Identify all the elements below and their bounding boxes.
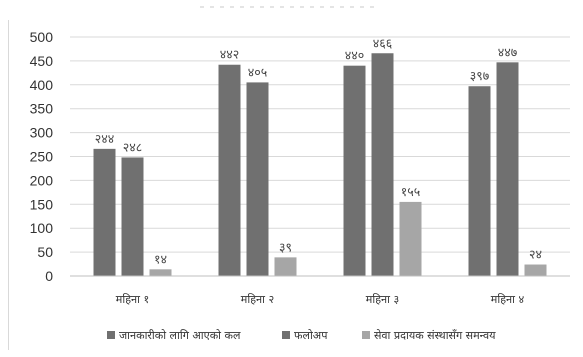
y-tick-label: 150 — [30, 196, 54, 212]
data-label-s2-2: ४०५ — [248, 64, 268, 79]
data-labels: २४४ २४८ १४ ४४२ ४०५ ३९ ४४० ४६६ १५५ ३९७ ४४७ २४ — [95, 35, 542, 266]
y-tick-label: 350 — [30, 101, 54, 117]
gridlines — [70, 36, 570, 277]
bar-s1-4 — [468, 86, 491, 276]
data-label-s1-3: ४४० — [345, 48, 365, 63]
bars-group — [93, 53, 547, 277]
data-label-s2-3: ४६६ — [373, 35, 393, 50]
faded-title-remnant — [200, 6, 380, 8]
bar-s3-4 — [524, 264, 547, 276]
y-tick-label: 500 — [30, 29, 54, 45]
bar-s2-3 — [371, 53, 394, 276]
bar-s1-3 — [343, 65, 366, 277]
data-label-s3-3: १५५ — [401, 184, 421, 199]
data-label-s1-2: ४४२ — [220, 47, 240, 62]
bar-s2-2 — [246, 82, 269, 276]
y-tick-label: 250 — [30, 149, 54, 165]
bar-s1-1 — [93, 148, 116, 276]
x-tick-label: महिना २ — [241, 293, 274, 306]
y-tick-label: 400 — [30, 77, 54, 93]
y-tick-label: 200 — [30, 172, 54, 188]
bar-s1-2 — [218, 64, 241, 276]
bar-s2-1 — [121, 157, 144, 276]
data-label-s3-4: २४ — [529, 247, 542, 262]
y-tick-label: 450 — [30, 53, 54, 69]
y-tick-label: 300 — [30, 125, 54, 141]
data-label-s3-1: १४ — [154, 251, 167, 266]
data-label-s2-4: ४४७ — [498, 44, 518, 59]
bar-s3-2 — [274, 257, 297, 276]
y-axis: 0 50 100 150 200 250 300 350 400 450 500 — [30, 29, 54, 284]
data-label-s1-4: ३९७ — [470, 68, 490, 83]
bar-s3-3 — [399, 201, 422, 276]
y-tick-label: 50 — [37, 244, 53, 260]
legend-label-1: जानकारीको लागि आएको कल — [119, 329, 241, 342]
legend-swatch-1 — [107, 331, 115, 339]
y-tick-label: 0 — [45, 268, 53, 284]
data-label-s1-1: २४४ — [95, 131, 115, 146]
bar-s3-1 — [149, 269, 172, 276]
y-tick-label: 100 — [30, 220, 54, 236]
data-label-s2-1: २४८ — [123, 139, 143, 154]
legend-swatch-3 — [362, 331, 370, 339]
legend: जानकारीको लागि आएको कल फलोअप सेवा प्रदायक … — [107, 329, 496, 342]
x-tick-label: महिना ३ — [366, 293, 399, 306]
legend-swatch-2 — [282, 331, 290, 339]
left-border-line — [8, 20, 9, 350]
x-tick-label: महिना ४ — [491, 293, 525, 306]
bar-s2-4 — [496, 62, 519, 276]
data-label-s3-2: ३९ — [279, 239, 292, 254]
legend-label-3: सेवा प्रदायक संस्थासँग समन्वय — [374, 329, 496, 342]
legend-label-2: फलोअप — [294, 329, 328, 342]
x-tick-label: महिना १ — [116, 293, 149, 306]
x-axis: महिना १ महिना २ महिना ३ महिना ४ — [70, 275, 570, 306]
